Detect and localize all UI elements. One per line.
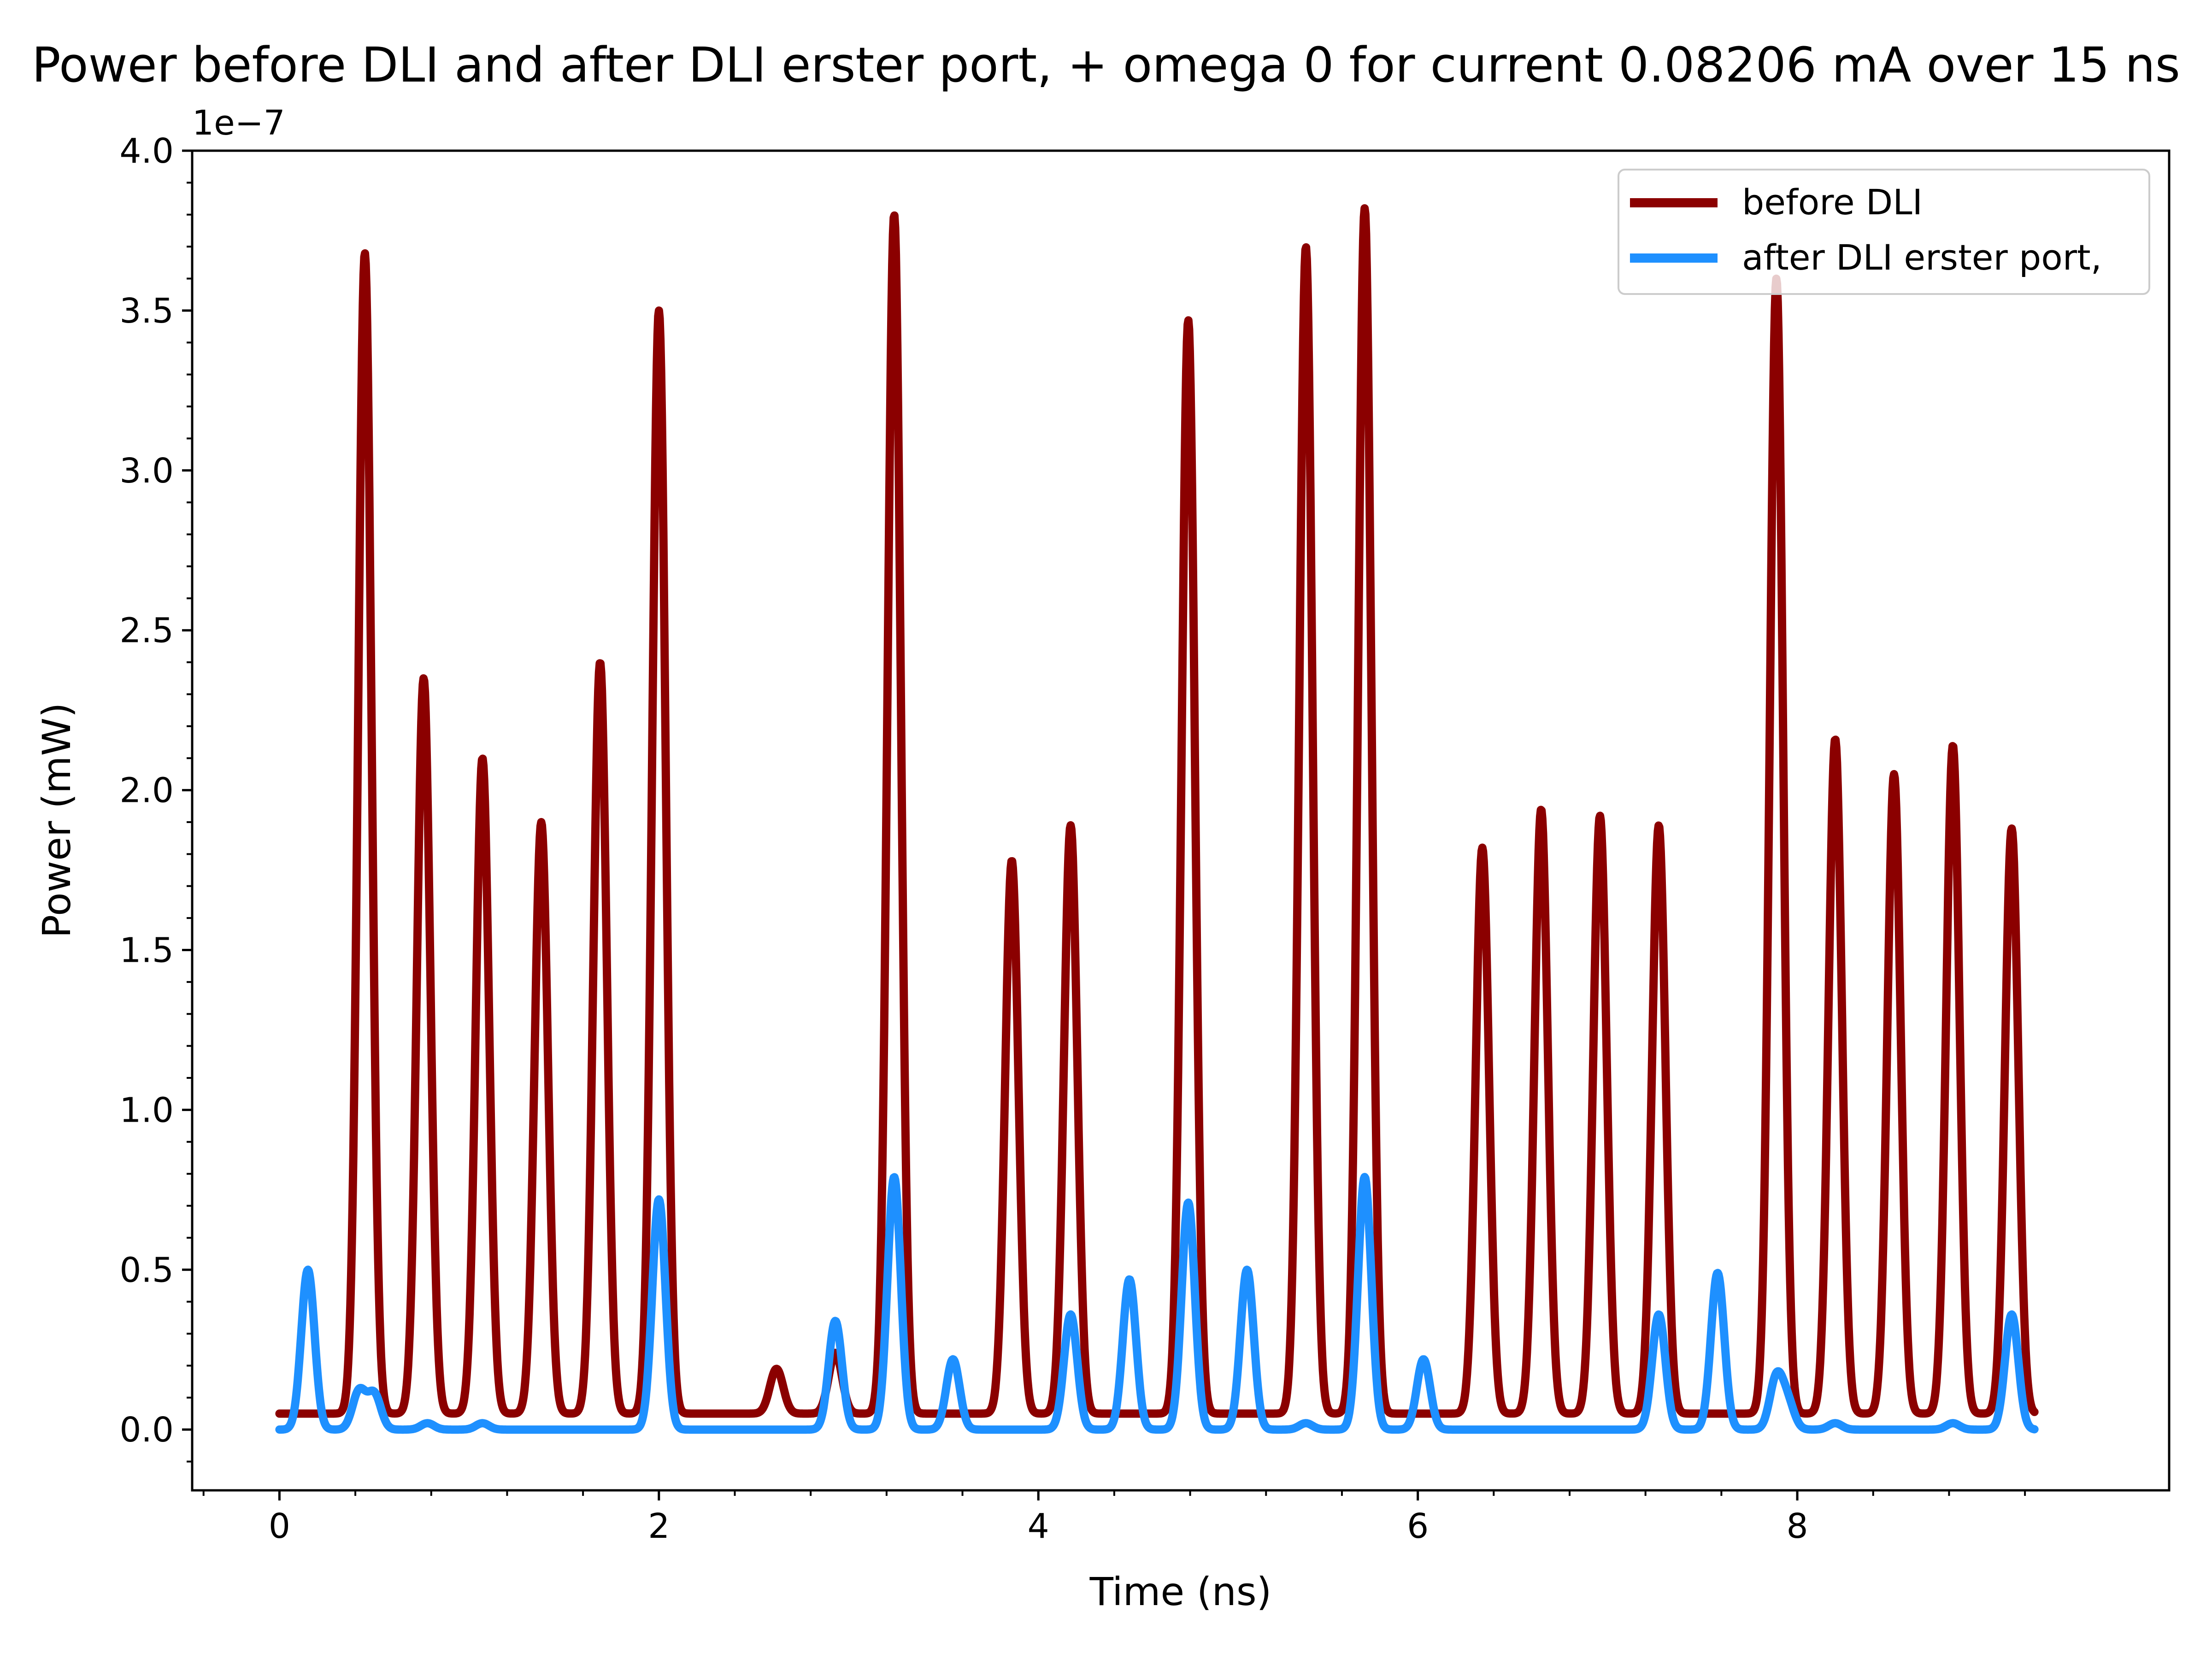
chart-title: Power before DLI and after DLI erster po… <box>32 37 2180 93</box>
legend-box <box>1618 169 2150 295</box>
y-tick-label: 4.0 <box>119 131 174 171</box>
x-tick-label: 4 <box>1028 1506 1049 1546</box>
y-tick-label: 3.5 <box>119 291 174 331</box>
y-tick-label: 2.5 <box>119 611 174 651</box>
x-tick-label: 8 <box>1787 1506 1808 1546</box>
series-line-0 <box>275 204 2039 1418</box>
x-axis-label: Time (ns) <box>1089 1569 1272 1614</box>
y-tick-label: 0.0 <box>119 1410 174 1450</box>
x-axis: 0 2 4 6 8 <box>202 1490 2026 1546</box>
legend: before DLI after DLI erster port, <box>1618 169 2150 295</box>
series-line-1 <box>275 1173 2039 1434</box>
legend-entry-before-dli: before DLI <box>1742 182 1923 223</box>
x-tick-label: 2 <box>648 1506 670 1546</box>
x-tick-label: 6 <box>1407 1506 1429 1546</box>
plot-area <box>191 149 2171 1492</box>
y-tick-label: 1.5 <box>119 930 174 970</box>
series-layer <box>275 204 2039 1434</box>
y-tick-label: 0.5 <box>119 1250 174 1290</box>
y-axis-label: Power (mW) <box>34 702 79 938</box>
y-offset-text: 1e−7 <box>192 103 285 143</box>
legend-entry-after-dli: after DLI erster port, <box>1742 237 2102 278</box>
y-tick-label: 2.0 <box>119 771 174 811</box>
x-tick-label: 0 <box>269 1506 290 1546</box>
plot-frame <box>191 149 2171 1492</box>
y-tick-label: 3.0 <box>119 451 174 491</box>
y-tick-label: 1.0 <box>119 1090 174 1130</box>
y-axis: 0.0 0.5 1.0 1.5 2.0 2.5 3.0 3.5 4.0 <box>119 131 192 1463</box>
